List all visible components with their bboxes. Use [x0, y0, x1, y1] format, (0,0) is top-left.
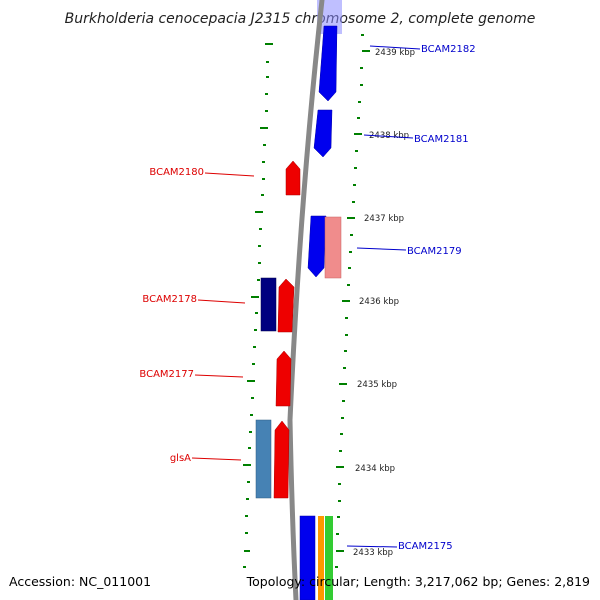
- gene-label-bcam2175[interactable]: BCAM2175: [398, 541, 453, 552]
- gene-block-bcam2175-green: [325, 516, 333, 600]
- topology-text: Topology: circular; Length: 3,217,062 bp…: [246, 574, 590, 589]
- gene-arrow-bcam2177[interactable]: [275, 350, 292, 407]
- gene-arrow-bcam2181[interactable]: [313, 109, 333, 158]
- accession-text: Accession: NC_011001: [9, 574, 151, 589]
- tick-label-2437: 2437 kbp: [364, 214, 404, 224]
- gene-label-bcam2182[interactable]: BCAM2182: [421, 44, 476, 55]
- forward-genes: [299, 25, 342, 600]
- gene-label-glsa[interactable]: glsA: [170, 453, 191, 464]
- leader-bcam2179: [356, 247, 407, 251]
- outer-tick-track: [335, 34, 370, 568]
- gene-block-glsa-steelblue: [255, 419, 272, 499]
- backbone-arc: [287, 0, 325, 600]
- gene-block-bcam2179-feature: [324, 216, 342, 279]
- gene-label-bcam2178[interactable]: BCAM2178: [142, 294, 197, 305]
- gene-arrow-bcam2182[interactable]: [318, 25, 338, 102]
- tick-label-2436: 2436 kbp: [359, 297, 399, 307]
- leader-bcam2182: [369, 45, 421, 50]
- map-title: Burkholderia cenocepacia J2315 chromosom…: [65, 11, 536, 27]
- gene-label-bcam2180[interactable]: BCAM2180: [149, 167, 204, 178]
- leader-bcam2175: [346, 545, 398, 548]
- gene-label-bcam2181[interactable]: BCAM2181: [414, 134, 469, 145]
- leader-bcam2177: [194, 374, 244, 378]
- leader-bcam2181: [363, 134, 414, 139]
- gene-block-bcam2175[interactable]: [299, 515, 316, 600]
- leader-glsa: [191, 457, 242, 461]
- tick-label-2433: 2433 kbp: [353, 548, 393, 558]
- leader-bcam2180: [204, 172, 255, 177]
- gene-labels: BCAM2182 BCAM2181 BCAM2180 BCAM2179 BCAM…: [139, 44, 475, 552]
- gene-arrow-bcam2179[interactable]: [307, 215, 327, 278]
- leader-lines: [191, 45, 421, 548]
- gene-arrow-glsa[interactable]: [273, 420, 290, 499]
- gene-label-bcam2179[interactable]: BCAM2179: [407, 246, 462, 257]
- position-labels: 2439 kbp 2438 kbp 2437 kbp 2436 kbp 2435…: [353, 48, 415, 558]
- gene-label-bcam2177[interactable]: BCAM2177: [139, 369, 194, 380]
- tick-label-2434: 2434 kbp: [355, 464, 395, 474]
- tick-label-2438: 2438 kbp: [369, 131, 409, 141]
- gene-block-bcam2178-navy: [260, 277, 277, 332]
- gene-block-bcam2175-orange: [318, 516, 324, 600]
- gene-arrow-bcam2180[interactable]: [285, 160, 301, 196]
- reverse-genes: [255, 160, 301, 499]
- tick-label-2439: 2439 kbp: [375, 48, 415, 58]
- inner-tick-track: [243, 43, 273, 568]
- leader-bcam2178: [197, 299, 246, 304]
- tick-label-2435: 2435 kbp: [357, 380, 397, 390]
- gene-arrow-bcam2178[interactable]: [277, 278, 295, 333]
